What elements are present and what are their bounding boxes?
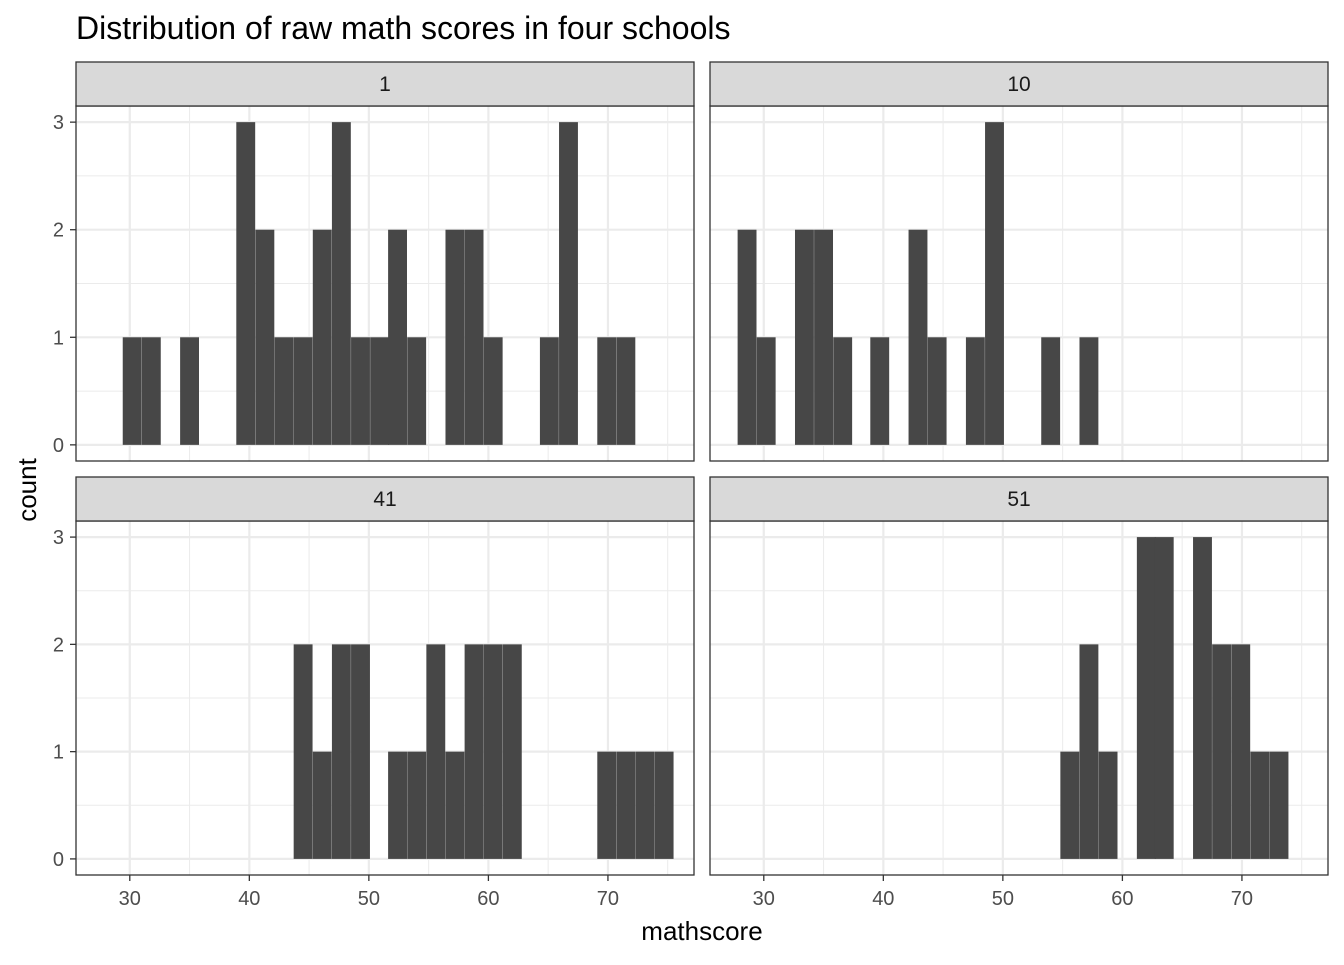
x-tick-label: 30 <box>119 888 141 910</box>
panel-1: 1 0 1 2 3 <box>53 61 695 462</box>
histogram-bar <box>616 751 636 859</box>
histogram-bar <box>274 337 294 445</box>
y-axis-title: count <box>12 457 42 521</box>
histogram-bar <box>985 122 1004 445</box>
x-tick-label: 40 <box>238 888 260 910</box>
y-tick-label: 0 <box>53 435 64 457</box>
histogram-bar <box>407 337 427 445</box>
histogram-bar <box>737 229 757 445</box>
x-tick-label: 60 <box>1111 888 1133 910</box>
histogram-bar <box>794 229 814 445</box>
histogram-bar <box>483 644 503 859</box>
histogram-bar <box>1193 537 1212 859</box>
y-tick-label: 1 <box>53 327 64 349</box>
histogram-bar <box>965 337 985 445</box>
histogram-bar <box>597 751 617 859</box>
histogram-bar <box>814 229 834 445</box>
x-tick-label: 50 <box>358 888 380 910</box>
histogram-bar <box>833 337 853 445</box>
x-axis-title: mathscore <box>641 916 762 946</box>
histogram-bar <box>236 122 256 445</box>
histogram-bar <box>293 337 313 445</box>
x-tick-label: 40 <box>872 888 894 910</box>
panel-41: 41 0 1 2 3 30 40 50 60 70 <box>53 476 695 910</box>
histogram-bar <box>870 337 890 445</box>
x-tick-label: 70 <box>1231 888 1253 910</box>
y-tick-label: 2 <box>53 634 64 656</box>
histogram-bar <box>1269 751 1289 859</box>
x-tick-label: 30 <box>753 888 775 910</box>
histogram-bar <box>1250 751 1270 859</box>
histogram-bar <box>255 229 275 445</box>
histogram-bar <box>407 751 427 859</box>
histogram-bar <box>351 644 370 859</box>
facet-strip-label: 10 <box>1007 73 1030 96</box>
histogram-bar <box>502 644 522 859</box>
histogram-bar <box>445 751 465 859</box>
histogram-bar <box>141 337 161 445</box>
histogram-bar <box>483 337 503 445</box>
histogram-bar <box>426 644 446 859</box>
facet-strip <box>709 476 1329 522</box>
histogram-bar <box>312 229 332 445</box>
histogram-bar <box>331 122 351 445</box>
histogram-bar <box>1212 644 1232 859</box>
histogram-bar <box>1079 644 1099 859</box>
y-tick-label: 1 <box>53 742 64 764</box>
panel-10: 10 <box>709 61 1329 462</box>
histogram-bar <box>756 337 776 445</box>
histogram-bar <box>122 337 142 445</box>
x-tick-label: 50 <box>992 888 1014 910</box>
histogram-bar <box>1079 337 1099 445</box>
histogram-bar <box>616 337 636 445</box>
histogram-bar <box>654 751 674 859</box>
histogram-bar <box>331 644 351 859</box>
histogram-bar <box>388 229 407 445</box>
histogram-bar <box>464 644 484 859</box>
histogram-bar <box>908 229 928 445</box>
histogram-bar <box>312 751 332 859</box>
histogram-bar <box>1041 337 1061 445</box>
x-tick-label: 60 <box>477 888 499 910</box>
histogram-bar <box>464 229 484 445</box>
histogram-bar <box>1154 537 1174 859</box>
facet-strip <box>709 61 1329 107</box>
histogram-bar <box>1136 537 1156 859</box>
chart-title: Distribution of raw math scores in four … <box>76 10 730 46</box>
histogram-bar <box>180 337 200 445</box>
histogram-bar <box>927 337 947 445</box>
facet-strip-label: 51 <box>1007 488 1030 511</box>
histogram-bar <box>597 337 617 445</box>
histogram-bar <box>635 751 655 859</box>
histogram-bar <box>539 337 559 445</box>
y-tick-label: 3 <box>53 112 64 134</box>
facet-strip-label: 41 <box>373 488 396 511</box>
histogram-bar <box>1098 751 1118 859</box>
facet-strip <box>75 476 695 522</box>
histogram-bar <box>351 337 370 445</box>
histogram-bar <box>388 751 407 859</box>
histogram-bar <box>445 229 465 445</box>
histogram-bar <box>1060 751 1080 859</box>
panel-51: 51 30 40 50 60 70 <box>709 476 1329 910</box>
facet-strip-label: 1 <box>379 73 391 96</box>
y-tick-label: 2 <box>53 220 64 242</box>
x-tick-label: 70 <box>597 888 619 910</box>
y-tick-label: 0 <box>53 849 64 871</box>
facet-strip <box>75 61 695 107</box>
y-tick-label: 3 <box>53 527 64 549</box>
histogram-bar <box>1231 644 1251 859</box>
histogram-bar <box>559 122 578 445</box>
histogram-bar <box>370 337 390 445</box>
histogram-bar <box>293 644 313 859</box>
